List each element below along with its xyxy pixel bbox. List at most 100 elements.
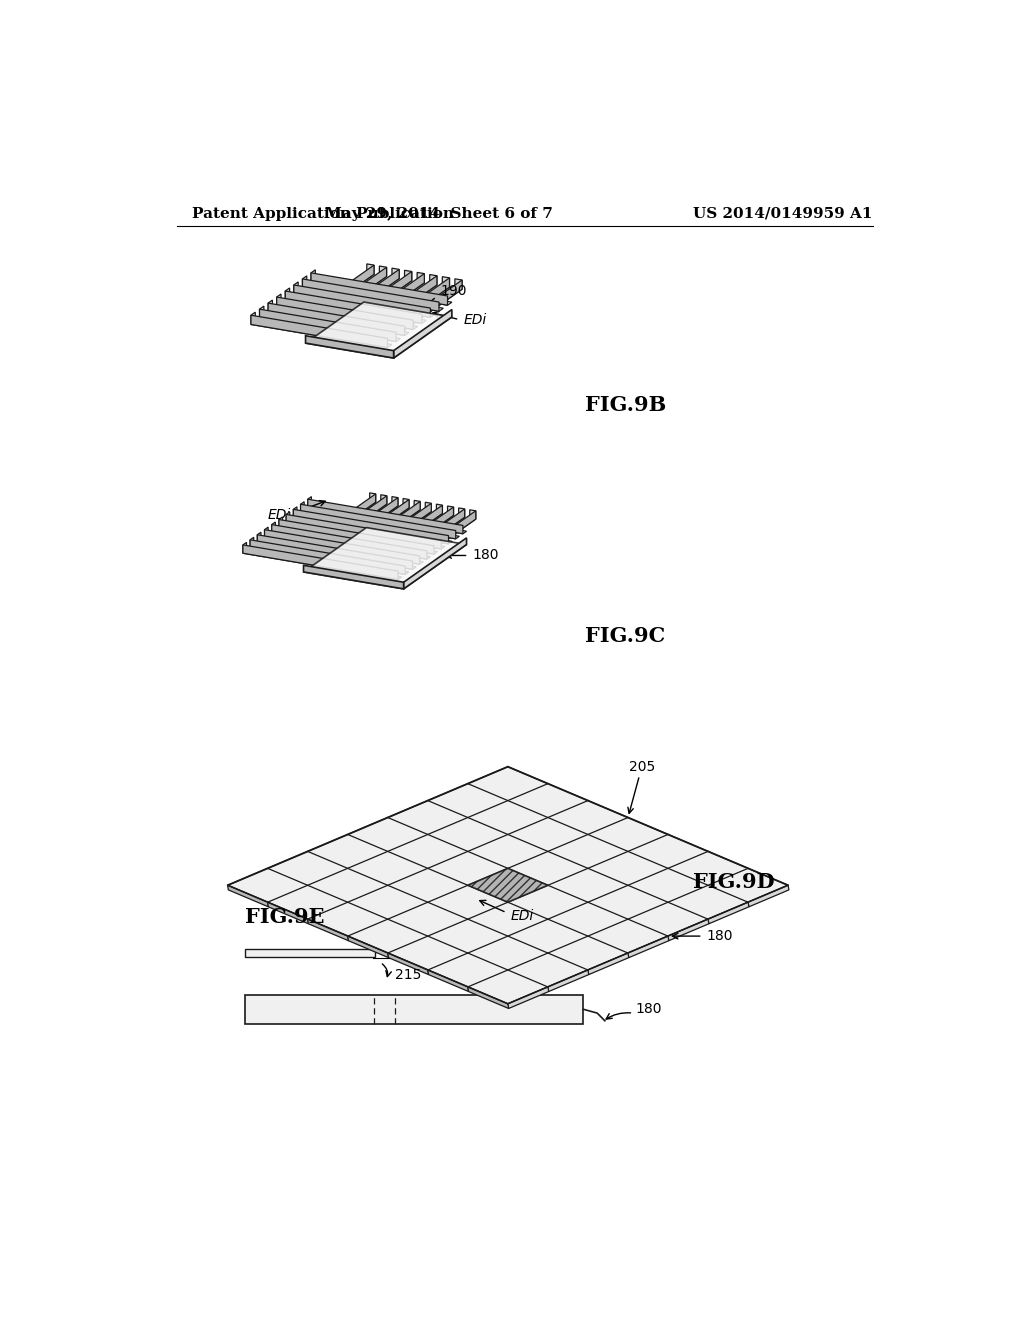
Text: FIG.9C: FIG.9C <box>585 626 666 645</box>
Polygon shape <box>227 767 788 1003</box>
Polygon shape <box>364 503 431 560</box>
Polygon shape <box>399 280 462 334</box>
Polygon shape <box>414 500 420 510</box>
Polygon shape <box>348 936 388 958</box>
Text: Patent Application Publication: Patent Application Publication <box>193 207 455 220</box>
Text: 180: 180 <box>472 549 499 562</box>
Polygon shape <box>408 511 476 568</box>
Polygon shape <box>264 527 268 539</box>
Polygon shape <box>271 524 427 560</box>
Polygon shape <box>330 498 398 554</box>
Text: FIG.9D: FIG.9D <box>692 873 774 892</box>
Polygon shape <box>390 516 465 565</box>
Polygon shape <box>508 987 549 1008</box>
Polygon shape <box>668 919 709 941</box>
Polygon shape <box>302 502 376 550</box>
Text: 205: 205 <box>629 760 655 775</box>
Polygon shape <box>301 504 456 539</box>
Polygon shape <box>468 987 509 1008</box>
Polygon shape <box>308 499 463 533</box>
Text: FIG.9E: FIG.9E <box>245 907 324 927</box>
Polygon shape <box>417 272 424 282</box>
Polygon shape <box>259 315 400 342</box>
Polygon shape <box>396 510 465 565</box>
Polygon shape <box>243 545 398 579</box>
Text: US 2014/0149959 A1: US 2014/0149959 A1 <box>692 207 872 220</box>
Polygon shape <box>294 282 298 294</box>
Polygon shape <box>303 565 403 589</box>
Polygon shape <box>393 310 452 358</box>
Polygon shape <box>293 515 453 544</box>
Polygon shape <box>392 268 399 279</box>
Polygon shape <box>264 536 423 564</box>
Polygon shape <box>257 532 261 543</box>
Polygon shape <box>304 273 374 319</box>
Polygon shape <box>227 886 268 907</box>
Polygon shape <box>403 537 467 589</box>
Polygon shape <box>286 290 422 323</box>
Polygon shape <box>442 277 450 288</box>
Polygon shape <box>370 492 376 502</box>
Text: 215: 215 <box>395 968 422 982</box>
Polygon shape <box>367 284 437 330</box>
Polygon shape <box>318 496 387 552</box>
Polygon shape <box>428 970 469 991</box>
Polygon shape <box>459 508 465 517</box>
Polygon shape <box>329 277 399 323</box>
Polygon shape <box>250 545 409 574</box>
Polygon shape <box>271 531 430 560</box>
Polygon shape <box>305 335 393 358</box>
Polygon shape <box>286 520 444 549</box>
Polygon shape <box>259 306 264 318</box>
Polygon shape <box>367 264 374 275</box>
Polygon shape <box>268 309 409 335</box>
Polygon shape <box>392 288 462 334</box>
Polygon shape <box>447 506 454 515</box>
Polygon shape <box>470 510 476 519</box>
Polygon shape <box>548 970 589 991</box>
Polygon shape <box>286 515 441 549</box>
Polygon shape <box>401 519 476 568</box>
Polygon shape <box>349 272 412 325</box>
Polygon shape <box>294 285 430 317</box>
Polygon shape <box>279 525 437 554</box>
Polygon shape <box>276 294 281 306</box>
Polygon shape <box>279 520 434 554</box>
Polygon shape <box>388 953 429 974</box>
Polygon shape <box>302 276 307 288</box>
Polygon shape <box>268 304 404 335</box>
Polygon shape <box>286 288 290 300</box>
Bar <box>245 995 584 1024</box>
Polygon shape <box>354 281 424 327</box>
Polygon shape <box>308 496 311 507</box>
Polygon shape <box>257 535 413 569</box>
Polygon shape <box>375 506 442 561</box>
Text: 180: 180 <box>707 929 733 942</box>
Polygon shape <box>293 507 297 517</box>
Polygon shape <box>361 273 424 327</box>
Polygon shape <box>708 903 749 924</box>
Polygon shape <box>392 496 398 506</box>
Polygon shape <box>279 517 283 528</box>
Polygon shape <box>381 495 387 504</box>
Text: FIG.9B: FIG.9B <box>585 395 666 414</box>
Polygon shape <box>380 515 454 564</box>
Text: May 29, 2014  Sheet 6 of 7: May 29, 2014 Sheet 6 of 7 <box>325 207 553 220</box>
Polygon shape <box>369 512 442 561</box>
Polygon shape <box>588 953 629 974</box>
Bar <box>397 949 536 957</box>
Polygon shape <box>324 506 398 554</box>
Text: EDi: EDi <box>267 508 291 523</box>
Polygon shape <box>257 540 416 569</box>
Polygon shape <box>346 508 420 558</box>
Polygon shape <box>307 494 376 550</box>
Polygon shape <box>455 279 462 289</box>
Polygon shape <box>276 297 414 330</box>
Polygon shape <box>335 507 409 556</box>
Polygon shape <box>311 279 452 305</box>
Polygon shape <box>324 267 387 321</box>
Polygon shape <box>250 537 254 548</box>
Polygon shape <box>276 304 418 330</box>
Polygon shape <box>267 903 308 924</box>
Polygon shape <box>303 528 467 589</box>
